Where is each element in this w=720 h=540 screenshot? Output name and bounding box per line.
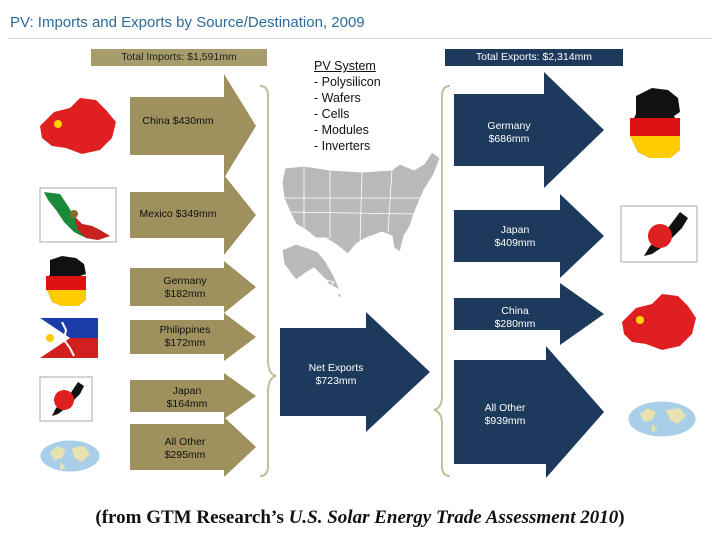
world-globe-icon-export bbox=[627, 400, 697, 438]
source-caption: (from GTM Research’s U.S. Solar Energy T… bbox=[0, 507, 720, 529]
import-arrow-philippines bbox=[130, 313, 256, 361]
china-flag-map-icon-export bbox=[622, 294, 696, 350]
import-arrow-china bbox=[130, 74, 256, 178]
export-label-germany: Germany $686mm bbox=[464, 120, 554, 146]
import-label-japan: Japan $164mm bbox=[132, 385, 242, 411]
exports-bracket bbox=[433, 85, 451, 477]
import-label-mexico: Mexico $349mm bbox=[132, 208, 224, 221]
export-arrow-japan bbox=[454, 194, 604, 278]
import-label-line1: Mexico $349mm bbox=[139, 208, 217, 220]
pv-system-item: - Cells bbox=[314, 107, 350, 121]
net-exports-line2: $723mm bbox=[315, 375, 357, 387]
export-label-line1: All Other bbox=[484, 402, 526, 414]
import-arrow-germany bbox=[130, 261, 256, 313]
net-exports-arrow bbox=[280, 312, 430, 432]
import-arrow-japan bbox=[130, 373, 256, 419]
title-divider bbox=[8, 38, 712, 39]
import-label-germany: Germany $182mm bbox=[132, 275, 238, 301]
export-label-japan: Japan $409mm bbox=[470, 224, 560, 250]
export-label-line1: China bbox=[501, 305, 529, 317]
us-map bbox=[281, 151, 441, 299]
export-label-line2: $939mm bbox=[484, 415, 526, 427]
import-label-line1: All Other bbox=[164, 436, 206, 448]
import-arrow-mexico bbox=[130, 175, 256, 255]
japan-flag-map-icon bbox=[39, 376, 93, 422]
total-imports-header: Total Imports: $1,591mm bbox=[91, 49, 267, 66]
import-label-line1: China $430mm bbox=[142, 115, 214, 127]
philippines-flag-map-icon bbox=[40, 318, 98, 358]
export-label-line1: Japan bbox=[500, 224, 530, 236]
import-label-line1: Japan bbox=[172, 385, 202, 397]
mexico-flag-map-icon bbox=[39, 187, 117, 243]
pv-system-item: - Wafers bbox=[314, 91, 361, 105]
export-label-china: China $280mm bbox=[470, 305, 560, 331]
import-label-line2: $295mm bbox=[164, 449, 206, 461]
caption-prefix: (from GTM Research’s bbox=[95, 507, 289, 528]
world-globe-icon bbox=[39, 439, 101, 473]
germany-flag-map-icon bbox=[46, 256, 86, 306]
export-label-line1: Germany bbox=[487, 120, 531, 132]
pv-system-item: - Modules bbox=[314, 123, 369, 137]
japan-flag-map-icon-export bbox=[620, 205, 698, 263]
import-label-line2: $164mm bbox=[166, 398, 208, 410]
import-label-line2: $182mm bbox=[164, 288, 206, 300]
export-label-line2: $280mm bbox=[494, 318, 536, 330]
pv-system-title: PV System bbox=[314, 59, 376, 73]
caption-suffix: ) bbox=[618, 507, 625, 528]
page-title: PV: Imports and Exports by Source/Destin… bbox=[10, 14, 365, 31]
pv-system-list: PV System - Polysilicon - Wafers - Cells… bbox=[314, 58, 424, 154]
import-label-line1: Philippines bbox=[159, 324, 211, 336]
net-exports-label: Net Exports $723mm bbox=[290, 362, 382, 388]
pv-system-item: - Inverters bbox=[314, 139, 371, 153]
import-arrows bbox=[130, 74, 256, 477]
export-arrow-all-other bbox=[454, 346, 604, 478]
import-label-all-other: All Other $295mm bbox=[132, 436, 238, 462]
import-label-line2: $172mm bbox=[164, 337, 206, 349]
export-arrows bbox=[454, 72, 604, 478]
export-label-line2: $409mm bbox=[494, 237, 536, 249]
import-label-china: China $430mm bbox=[132, 115, 224, 128]
net-exports-line1: Net Exports bbox=[308, 362, 364, 374]
export-arrow-china bbox=[454, 283, 604, 345]
imports-bracket bbox=[259, 85, 277, 477]
import-label-line1: Germany bbox=[163, 275, 207, 287]
import-arrow-all-other bbox=[130, 417, 256, 477]
export-label-all-other: All Other $939mm bbox=[460, 402, 550, 428]
china-flag-map-icon bbox=[40, 98, 116, 154]
export-arrow-germany bbox=[454, 72, 604, 188]
pv-system-item: - Polysilicon bbox=[314, 75, 381, 89]
germany-flag-map-icon-export bbox=[630, 88, 680, 158]
total-exports-header: Total Exports: $2,314mm bbox=[445, 49, 623, 66]
caption-title: U.S. Solar Energy Trade Assessment 2010 bbox=[288, 507, 619, 528]
export-label-line2: $686mm bbox=[488, 133, 530, 145]
import-label-philippines: Philippines $172mm bbox=[132, 324, 238, 350]
